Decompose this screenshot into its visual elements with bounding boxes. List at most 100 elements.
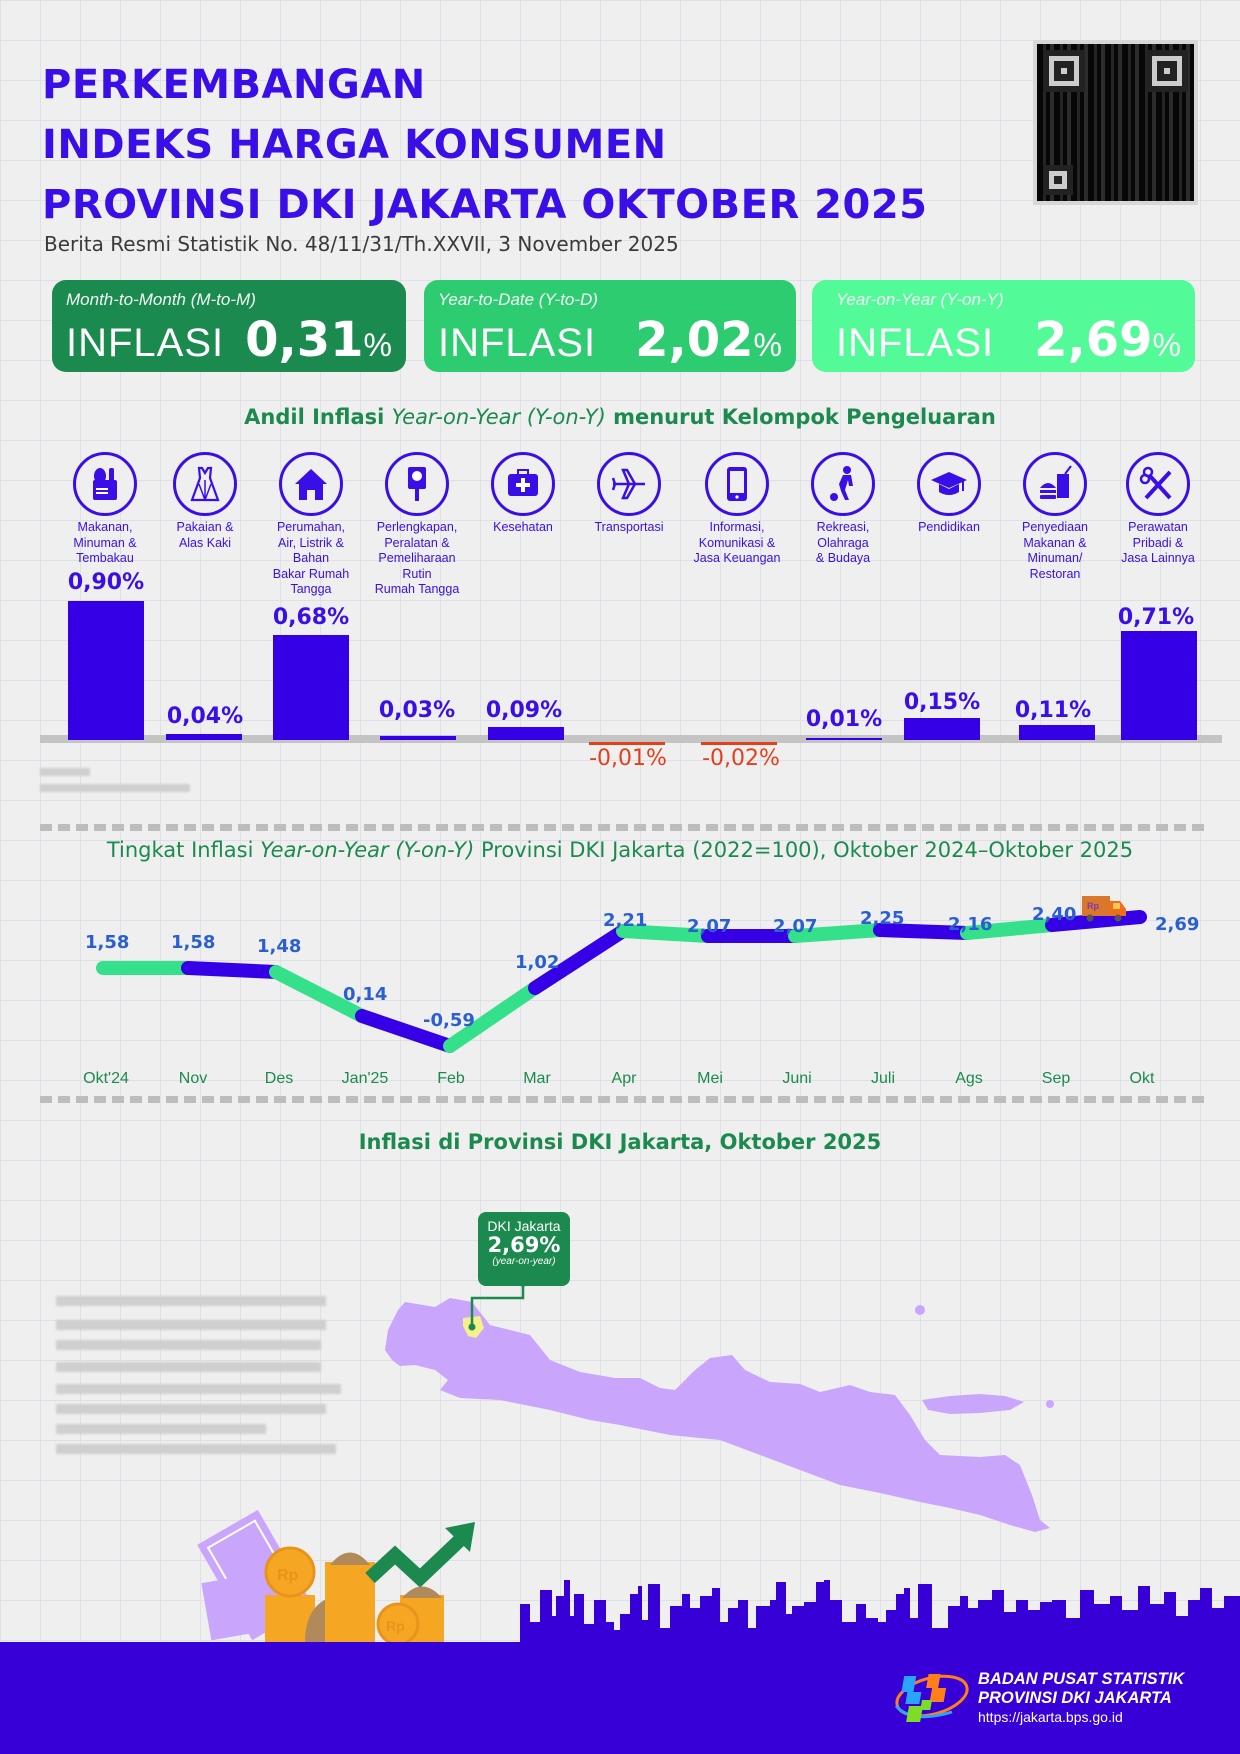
jakarta-callout[interactable]: DKI Jakarta 2,69% (year-on-year)	[478, 1212, 570, 1286]
category-recreation: Rekreasi, Olahraga & Budaya	[788, 452, 898, 567]
map-section-title: Inflasi di Provinsi DKI Jakarta, Oktober…	[358, 1130, 882, 1154]
madura-island-shape	[922, 1394, 1024, 1414]
category-label: Transportasi	[594, 520, 664, 534]
category-restaurant: Penyediaan Makanan & Minuman/Restoran	[1000, 452, 1110, 582]
house-icon	[279, 452, 343, 516]
kpi-label: INFLASI	[66, 321, 225, 365]
point-value-label: 0,14	[343, 984, 388, 1005]
category-clothing: Pakaian & Alas Kaki	[150, 452, 260, 551]
kpi-label: INFLASI	[438, 321, 597, 365]
category-label: Rekreasi, Olahraga & Budaya	[815, 520, 871, 565]
map-description-redacted	[56, 1296, 326, 1306]
bar-value-label: 0,15%	[903, 690, 981, 715]
svg-text:Rp: Rp	[1087, 901, 1099, 911]
bar-household	[380, 736, 456, 740]
dress-icon	[173, 452, 237, 516]
source-note-redacted	[40, 768, 90, 776]
category-label: Perawatan Pribadi & Jasa Lainnya	[1121, 520, 1195, 565]
callout-region: DKI Jakarta	[487, 1218, 561, 1234]
x-axis-label: Apr	[611, 1070, 637, 1087]
point-value-label: 2,21	[603, 910, 648, 931]
medical-kit-icon	[491, 452, 555, 516]
x-axis-label: Okt	[1129, 1070, 1155, 1087]
point-value-label: 2,16	[948, 914, 993, 935]
point-value-label: 2,69	[1155, 914, 1200, 935]
bar-restaurant	[1019, 725, 1095, 740]
java-island-shape	[385, 1298, 1050, 1532]
java-map	[385, 1280, 1054, 1532]
map-description-redacted	[56, 1424, 266, 1434]
bar-value-label: 0,03%	[378, 698, 456, 723]
delivery-truck-icon: Rp	[1082, 896, 1126, 922]
category-label: Penyediaan Makanan & Minuman/Restoran	[1021, 520, 1089, 581]
andil-section-title: Andil Inflasi Year-on-Year (Y-on-Y) menu…	[244, 405, 996, 429]
category-label: Perumahan, Air, Listrik & Bahan Bakar Rumah…	[272, 520, 350, 596]
category-personal-care: Perawatan Pribadi & Jasa Lainnya	[1103, 452, 1213, 567]
x-axis-label: Sep	[1041, 1070, 1071, 1087]
map-description-redacted	[56, 1320, 326, 1330]
bar-value-label: 0,01%	[805, 707, 883, 732]
point-value-label: 2,25	[860, 908, 905, 929]
x-axis-label: Des	[264, 1070, 294, 1087]
soccer-player-icon	[811, 452, 875, 516]
bar-value-label: 0,11%	[1014, 698, 1092, 723]
kpi-period: Year-to-Date (Y-to-D)	[438, 290, 598, 309]
kpi-period: Year-on-Year (Y-on-Y)	[836, 290, 1004, 309]
title-line-2: INDEKS HARGA KONSUMEN	[42, 122, 667, 168]
point-value-label: -0,59	[423, 1010, 475, 1031]
point-value-label: 2,07	[687, 916, 732, 937]
category-food: Makanan, Minuman & Tembakau	[50, 452, 160, 567]
point-value-label: 2,40	[1032, 904, 1077, 925]
grocery-basket-icon	[73, 452, 137, 516]
category-label: Pakaian & Alas Kaki	[176, 520, 234, 550]
kpi-unit: %	[1152, 327, 1181, 363]
kpi-label: INFLASI	[836, 321, 995, 365]
title-line-1: PERKEMBANGAN	[42, 62, 426, 108]
bar-value-label: -0,02%	[702, 746, 780, 771]
map-description-redacted	[56, 1340, 321, 1350]
map-description-redacted	[56, 1444, 336, 1454]
section-divider	[40, 1096, 1210, 1103]
x-axis-label: Juni	[782, 1070, 812, 1087]
category-label: Makanan, Minuman & Tembakau	[73, 520, 137, 565]
release-subtitle: Berita Resmi Statistik No. 48/11/31/Th.X…	[44, 232, 679, 256]
category-housing: Perumahan, Air, Listrik & Bahan Bakar Rumah…	[256, 452, 366, 598]
point-value-label: 1,58	[171, 932, 216, 953]
qr-code[interactable]	[1033, 40, 1198, 205]
x-axis-label: Okt'24	[83, 1070, 129, 1087]
bar-value-label: -0,01%	[589, 746, 667, 771]
city-skyline-illustration	[520, 1580, 1240, 1644]
map-description-redacted	[56, 1384, 341, 1394]
burger-drink-icon	[1023, 452, 1087, 516]
x-axis-label: Mei	[697, 1070, 723, 1087]
kpi-value: 2,69	[1034, 312, 1153, 368]
kpi-unit: %	[363, 327, 392, 363]
category-transport: Transportasi	[574, 452, 684, 536]
category-label: Pendidikan	[918, 520, 980, 534]
source-note-redacted	[40, 784, 190, 792]
x-axis-label: Feb	[437, 1070, 465, 1087]
category-label: Kesehatan	[493, 520, 553, 534]
bps-logo-icon[interactable]	[892, 1666, 972, 1728]
category-label: Perlengkapan, Peralatan & Pemeliharaan Ruti…	[374, 520, 460, 596]
bar-recreation	[806, 738, 882, 740]
footer-bar	[0, 1642, 1240, 1754]
bps-website-link[interactable]: https://jakarta.bps.go.id	[978, 1709, 1123, 1725]
bar-health	[488, 727, 564, 740]
bar-personal-care	[1121, 631, 1197, 740]
money-growth-illustration: Rp Rp	[197, 1509, 475, 1645]
airplane-icon	[597, 452, 661, 516]
map-description-redacted	[56, 1404, 326, 1414]
kpi-period: Month-to-Month (M-to-M)	[66, 290, 256, 309]
title-line-3: PROVINSI DKI JAKARTA OKTOBER 2025	[42, 182, 928, 228]
kpi-card-ytd: Year-to-Date (Y-to-D) INFLASI 2,02%	[424, 280, 796, 372]
kpi-card-mtm: Month-to-Month (M-to-M) INFLASI 0,31%	[52, 280, 406, 372]
bar-ict	[701, 742, 777, 745]
category-education: Pendidikan	[894, 452, 1004, 536]
x-axis-label: Ags	[955, 1070, 983, 1087]
callout-note: (year-on-year)	[492, 1256, 556, 1267]
map-description-redacted	[56, 1362, 321, 1372]
bps-org-name: BADAN PUSAT STATISTIK PROVINSI DKI JAKAR…	[978, 1670, 1185, 1707]
graduation-cap-icon	[917, 452, 981, 516]
point-value-label: 1,58	[85, 932, 130, 953]
